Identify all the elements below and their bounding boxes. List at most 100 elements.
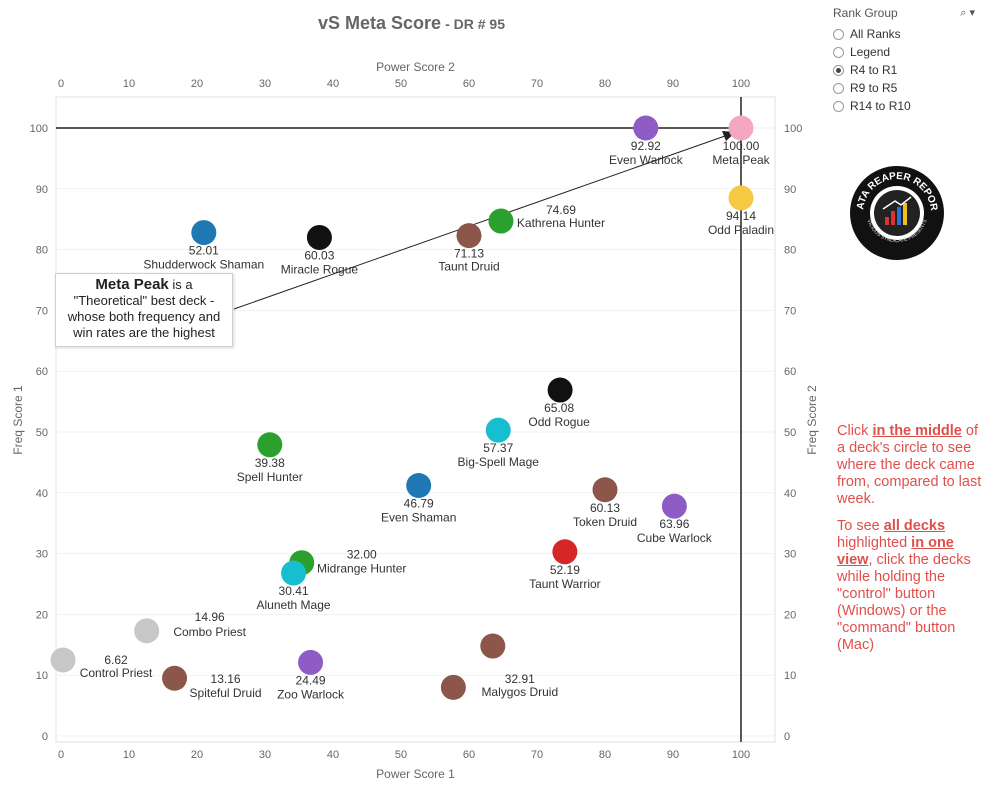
y2-tick-label: 80 (784, 245, 796, 257)
rank-group-options: All Ranks Legend R4 to R1 R9 to R5 R14 to R1… (833, 25, 983, 115)
y-tick-label: 0 (42, 731, 48, 743)
y-tick-label: 70 (36, 305, 48, 317)
x2-tick-label: 40 (327, 78, 339, 90)
data-label-score: 60.13 (590, 501, 620, 515)
x2-axis-title: Power Score 2 (376, 60, 455, 74)
annotation-arrow-line (233, 135, 726, 310)
data-point[interactable] (306, 224, 332, 250)
data-label-name: Odd Rogue (528, 415, 590, 429)
data-label-name: Control Priest (80, 666, 153, 680)
y-axis-title: Freq Score 1 (11, 385, 25, 455)
rank-option-legend[interactable]: Legend (833, 43, 983, 61)
plot-frame (55, 96, 776, 743)
rank-option-all-ranks[interactable]: All Ranks (833, 25, 983, 43)
y2-tick-label: 50 (784, 427, 796, 439)
chart-subtitle: - (445, 16, 454, 32)
annotation-line4: win rates are the highest (73, 325, 215, 340)
search-icon[interactable]: ⌕ ▾ (960, 7, 975, 19)
x2-tick-label: 60 (463, 78, 475, 90)
data-label-name: Malygos Druid (481, 685, 558, 699)
data-label-score: 6.62 (104, 653, 128, 667)
data-point[interactable] (298, 649, 324, 675)
y-tick-label: 50 (36, 427, 48, 439)
annotation-line1: is a (168, 277, 193, 292)
y2-tick-label: 70 (784, 305, 796, 317)
y2-tick-label: 0 (784, 731, 790, 743)
radio-icon[interactable] (833, 64, 844, 76)
x2-tick-label: 80 (599, 78, 611, 90)
x-tick-label: 40 (327, 749, 339, 761)
data-label-name: Taunt Warrior (529, 577, 601, 591)
data-point[interactable] (592, 477, 618, 503)
data-point[interactable] (406, 473, 432, 499)
data-point[interactable] (456, 223, 482, 249)
data-label-name: Zoo Warlock (277, 687, 345, 701)
data-label-score: 94.14 (726, 209, 756, 223)
x-tick-label: 0 (58, 749, 64, 761)
rank-option-label: All Ranks (850, 27, 901, 41)
data-label-score: 63.96 (659, 517, 689, 531)
y2-tick-label: 100 (784, 123, 802, 135)
data-label-score: 13.16 (211, 672, 241, 686)
data-label-score: 52.19 (550, 563, 580, 577)
x-tick-label: 80 (599, 749, 611, 761)
data-point[interactable] (485, 417, 511, 443)
radio-icon[interactable] (833, 100, 844, 112)
data-point[interactable] (547, 377, 573, 403)
x-tick-label: 30 (259, 749, 271, 761)
data-label-score: 46.79 (404, 497, 434, 511)
data-label-score: 14.96 (195, 610, 225, 624)
data-label-score: 52.01 (189, 244, 219, 258)
y2-tick-label: 60 (784, 366, 796, 378)
data-point[interactable] (552, 539, 578, 565)
x-tick-label: 60 (463, 749, 475, 761)
data-label-score: 74.69 (546, 203, 576, 217)
data-point[interactable] (50, 647, 76, 673)
data-point[interactable] (661, 493, 687, 519)
y-tick-label: 40 (36, 488, 48, 500)
data-point[interactable] (440, 674, 466, 700)
data-point[interactable] (488, 208, 514, 234)
data-label-score: 65.08 (544, 401, 574, 415)
x2-tick-label: 10 (123, 78, 135, 90)
instructions-paragraph-1: Click in the middle of a deck's circle t… (837, 423, 982, 507)
y2-tick-label: 10 (784, 670, 796, 682)
data-point[interactable] (134, 618, 160, 644)
data-point[interactable] (728, 115, 754, 141)
data-point[interactable] (162, 665, 188, 691)
rank-option-label: Legend (850, 45, 891, 59)
rank-option-r9-to-r5[interactable]: R9 to R5 (833, 79, 983, 97)
chart-title: vS Meta Score - DR # 95 (318, 13, 505, 33)
y-tick-label: 10 (36, 670, 48, 682)
rank-option-label: R4 to R1 (850, 63, 898, 77)
data-label-score: 30.41 (279, 584, 309, 598)
rank-option-r4-to-r1[interactable]: R4 to R1 (833, 61, 983, 79)
rank-option-label: R14 to R10 (850, 99, 911, 113)
data-label-score: 92.92 (631, 139, 661, 153)
data-label-score: 60.03 (304, 248, 334, 262)
rank-option-r14-to-r10[interactable]: R14 to R10 (833, 97, 983, 115)
data-point[interactable] (257, 432, 283, 458)
data-point[interactable] (480, 633, 506, 659)
data-point[interactable] (728, 185, 754, 211)
y2-tick-label: 20 (784, 609, 796, 621)
data-point[interactable] (191, 220, 217, 246)
data-point[interactable] (281, 560, 307, 586)
annotation-line2: "Theoretical" best deck - (73, 293, 215, 308)
data-label-name: Even Shaman (381, 511, 456, 525)
rank-group-title: Rank Group ⌕ ▾ (833, 6, 975, 20)
data-label-score: 71.13 (454, 247, 484, 261)
x-tick-label: 20 (191, 749, 203, 761)
y2-axis-title: Freq Score 2 (805, 385, 819, 455)
radio-icon[interactable] (833, 46, 844, 58)
radio-icon[interactable] (833, 28, 844, 40)
x-tick-label: 10 (123, 749, 135, 761)
y2-tick-label: 30 (784, 549, 796, 561)
data-label-name: Kathrena Hunter (517, 216, 605, 230)
data-point[interactable] (633, 115, 659, 141)
rank-option-label: R9 to R5 (850, 81, 898, 95)
data-reaper-logo: DATA REAPER REPORT VICIOUS SYNDICATE PRE… (849, 165, 944, 260)
radio-icon[interactable] (833, 82, 844, 94)
